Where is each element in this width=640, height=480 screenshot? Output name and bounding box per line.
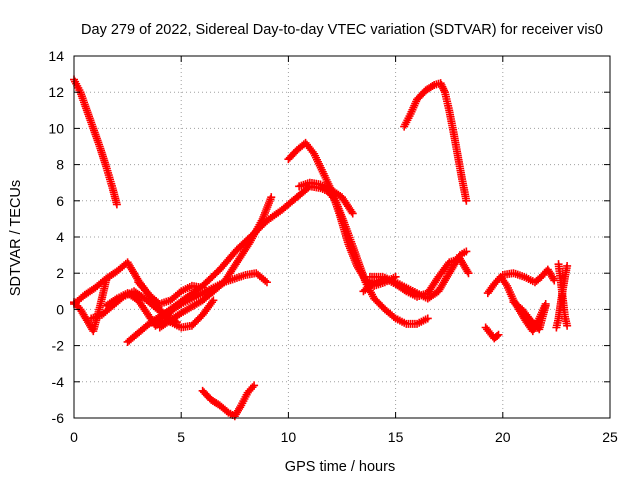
data-point-sample bbox=[261, 276, 270, 285]
data-point bbox=[423, 314, 432, 323]
data-point-sample bbox=[438, 82, 447, 91]
data-points bbox=[70, 75, 572, 421]
data-point-sample bbox=[493, 331, 502, 340]
series-arc-19 bbox=[498, 265, 559, 287]
data-point-sample bbox=[440, 86, 449, 95]
data-point bbox=[209, 296, 218, 305]
data-point bbox=[462, 196, 471, 205]
x-tick-label: 15 bbox=[388, 429, 404, 445]
y-tick-label: 4 bbox=[56, 229, 64, 245]
data-point bbox=[348, 209, 357, 218]
series-arc-8 bbox=[295, 178, 357, 218]
y-tick-label: -2 bbox=[52, 338, 65, 354]
data-point-sample bbox=[549, 274, 558, 283]
data-point-sample bbox=[208, 298, 217, 307]
x-tick-label: 5 bbox=[177, 429, 185, 445]
series-arc-20 bbox=[509, 298, 550, 334]
chart-title: Day 279 of 2022, Sidereal Day-to-day VTE… bbox=[81, 22, 603, 38]
series-arc-10 bbox=[365, 247, 471, 303]
y-tick-label: -6 bbox=[52, 410, 65, 426]
series-arc-1 bbox=[70, 75, 121, 209]
y-tick-label: 14 bbox=[48, 48, 64, 64]
y-tick-label: 2 bbox=[56, 265, 64, 281]
y-tick-label: 12 bbox=[48, 84, 64, 100]
series-arc-3 bbox=[198, 381, 259, 421]
data-point bbox=[262, 278, 271, 287]
data-point-sample bbox=[347, 207, 356, 216]
y-axis-title: SDTVAR / TECUs bbox=[8, 180, 24, 296]
y-tick-label: -4 bbox=[52, 374, 65, 390]
data-point bbox=[436, 79, 445, 88]
data-point bbox=[563, 261, 572, 270]
y-tick-label: 8 bbox=[56, 157, 64, 173]
data-point-sample bbox=[248, 383, 257, 392]
data-point bbox=[250, 381, 259, 390]
series-arc-18 bbox=[481, 323, 503, 343]
axis-ticks: 0 5 10 15 20 25 -6 -4 -2 0 2 4 6 8 10 12 14 bbox=[48, 48, 618, 445]
x-tick-label: 10 bbox=[281, 429, 297, 445]
data-point bbox=[464, 269, 473, 278]
series-arc-7 bbox=[322, 185, 432, 328]
data-point bbox=[102, 276, 111, 285]
data-point-sample bbox=[437, 80, 446, 89]
x-tick-label: 0 bbox=[70, 429, 78, 445]
data-point-sample bbox=[463, 267, 472, 276]
data-point bbox=[112, 200, 121, 209]
x-axis-title: GPS time / hours bbox=[285, 459, 395, 475]
data-point bbox=[541, 301, 550, 310]
data-point bbox=[494, 330, 503, 339]
series-arc-22 bbox=[554, 260, 572, 330]
series-arc-15 bbox=[220, 269, 271, 287]
series-arc-2 bbox=[400, 79, 471, 205]
x-tick-label: 25 bbox=[602, 429, 618, 445]
data-point bbox=[563, 321, 572, 330]
series-arc-16 bbox=[134, 278, 218, 332]
y-tick-label: 0 bbox=[56, 301, 64, 317]
y-tick-label: 10 bbox=[48, 120, 64, 136]
data-point bbox=[462, 247, 471, 256]
x-tick-label: 20 bbox=[495, 429, 511, 445]
y-tick-label: 6 bbox=[56, 193, 64, 209]
data-point bbox=[267, 193, 276, 202]
data-point-sample bbox=[428, 82, 437, 91]
data-point-sample bbox=[439, 84, 448, 93]
